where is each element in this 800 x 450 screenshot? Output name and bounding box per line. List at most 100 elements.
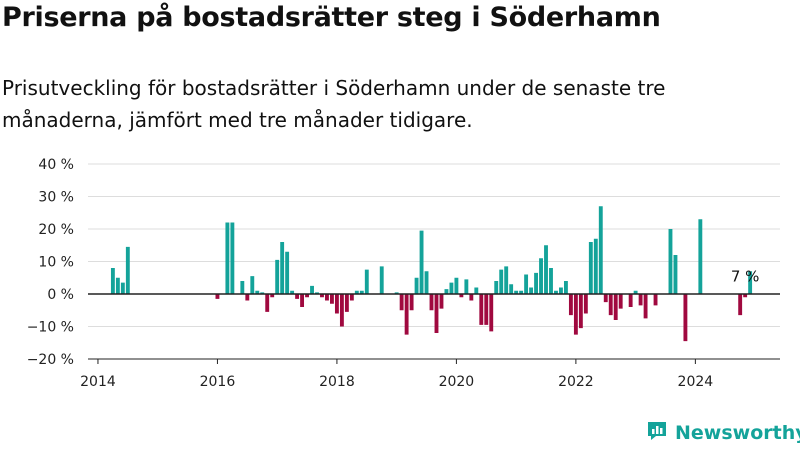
bar bbox=[608, 294, 613, 316]
bar bbox=[325, 294, 329, 301]
bar bbox=[514, 290, 519, 294]
bar bbox=[230, 222, 235, 294]
bar bbox=[588, 242, 593, 294]
bar bbox=[509, 284, 514, 294]
bar bbox=[290, 290, 295, 294]
bar bbox=[464, 279, 469, 295]
bar bbox=[120, 282, 125, 295]
bar bbox=[334, 294, 339, 314]
bar bbox=[668, 229, 673, 294]
bar bbox=[339, 294, 344, 327]
y-tick-label: 20 % bbox=[38, 222, 74, 238]
y-tick-label: −20 % bbox=[27, 352, 74, 368]
bar bbox=[449, 282, 454, 295]
bar bbox=[683, 294, 688, 342]
bar bbox=[633, 290, 638, 294]
bar bbox=[260, 292, 265, 295]
bar bbox=[593, 238, 598, 294]
bar bbox=[280, 242, 285, 294]
x-tick-label: 2022 bbox=[558, 374, 594, 390]
bar bbox=[315, 292, 319, 295]
bar-series bbox=[110, 206, 753, 342]
latest-value-annotation: 7 % bbox=[731, 267, 760, 285]
bar bbox=[320, 294, 324, 298]
bar bbox=[479, 294, 484, 325]
bar bbox=[394, 292, 399, 295]
bar bbox=[364, 269, 369, 295]
bar bbox=[534, 272, 538, 295]
bar bbox=[519, 290, 524, 294]
bar bbox=[563, 281, 568, 294]
bar bbox=[379, 266, 384, 295]
newsworthy-logo-icon bbox=[645, 419, 669, 447]
chart-subtitle: Prisutveckling för bostadsrätter i Söder… bbox=[2, 76, 666, 132]
bar bbox=[300, 294, 305, 307]
bar bbox=[598, 206, 603, 294]
y-tick-label: 0 % bbox=[47, 287, 74, 303]
chart-title: Priserna på bostadsrätter steg i Söderha… bbox=[2, 2, 661, 33]
y-tick-label: −10 % bbox=[27, 320, 74, 336]
price-change-bar-chart: −20 % −10 % 0 % 10 % 20 % 30 % 40 % 2014 2016 201… bbox=[27, 157, 780, 390]
bar bbox=[265, 294, 270, 312]
bar bbox=[295, 294, 300, 299]
bar bbox=[698, 219, 703, 294]
bar bbox=[125, 246, 130, 295]
bar bbox=[559, 287, 563, 294]
bar bbox=[469, 294, 474, 301]
bar bbox=[359, 290, 364, 294]
bar bbox=[738, 294, 743, 316]
bar bbox=[673, 255, 678, 294]
y-tick-label: 10 % bbox=[38, 255, 74, 271]
x-tick-label: 2014 bbox=[80, 374, 116, 390]
bar bbox=[439, 294, 444, 309]
bar bbox=[494, 281, 499, 294]
bar bbox=[549, 268, 553, 294]
bar bbox=[434, 294, 439, 333]
bar bbox=[459, 294, 464, 298]
bar bbox=[544, 245, 548, 294]
bar bbox=[583, 294, 588, 314]
bar bbox=[115, 277, 120, 294]
bar bbox=[310, 285, 314, 295]
bar bbox=[618, 294, 623, 309]
bar bbox=[539, 258, 543, 294]
bar bbox=[504, 266, 509, 295]
bar bbox=[429, 294, 434, 311]
bar bbox=[743, 294, 748, 298]
x-tick-label: 2024 bbox=[678, 374, 714, 390]
bar bbox=[643, 294, 648, 319]
bar bbox=[404, 294, 409, 335]
bar bbox=[240, 281, 245, 294]
bar bbox=[748, 271, 753, 294]
bar bbox=[225, 222, 230, 294]
bar bbox=[215, 294, 220, 299]
bar bbox=[603, 294, 608, 303]
bar bbox=[474, 287, 479, 294]
bar bbox=[110, 268, 115, 294]
bar bbox=[255, 290, 260, 294]
y-tick-label: 30 % bbox=[38, 190, 74, 206]
bar bbox=[245, 294, 250, 301]
bar bbox=[484, 294, 489, 325]
bar bbox=[330, 294, 334, 304]
bar bbox=[454, 277, 459, 294]
newsworthy-brand: Newsworthy bbox=[645, 419, 800, 447]
bar bbox=[344, 294, 349, 312]
brand-name: Newsworthy bbox=[675, 422, 800, 444]
bar bbox=[499, 269, 504, 295]
bar bbox=[568, 294, 573, 316]
bar bbox=[419, 230, 424, 295]
x-tick-label: 2018 bbox=[319, 374, 355, 390]
tick-labels: −20 % −10 % 0 % 10 % 20 % 30 % 40 % 2014 2016 201… bbox=[27, 157, 760, 390]
bar bbox=[270, 294, 275, 298]
bar bbox=[529, 287, 534, 294]
bar bbox=[349, 294, 354, 301]
bar bbox=[414, 277, 419, 294]
bar bbox=[275, 259, 280, 295]
x-tick-label: 2016 bbox=[200, 374, 236, 390]
bar bbox=[354, 290, 359, 294]
bar bbox=[554, 290, 558, 294]
bar bbox=[409, 294, 414, 311]
bar bbox=[444, 289, 449, 295]
bar bbox=[305, 294, 309, 298]
